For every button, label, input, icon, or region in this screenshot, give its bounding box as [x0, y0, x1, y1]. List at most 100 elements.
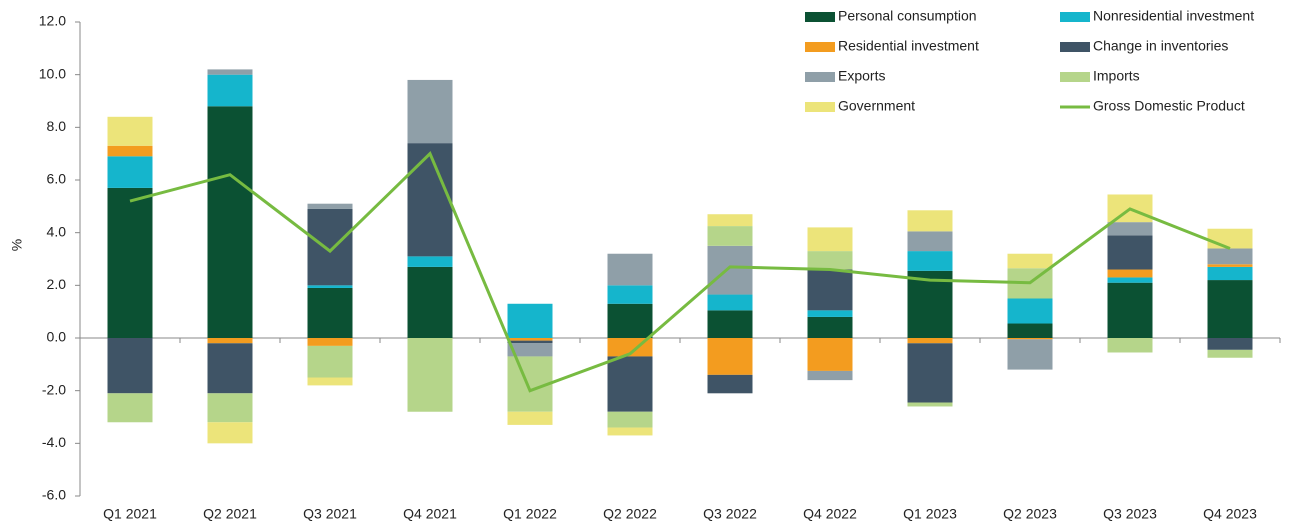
bar-segment: [307, 377, 353, 386]
bar-segment: [107, 338, 153, 394]
legend-swatch: [805, 42, 835, 52]
bar-segment: [1207, 264, 1253, 267]
bar-segment: [207, 106, 253, 339]
bar-segment: [1007, 253, 1053, 269]
bar-segment: [1107, 222, 1153, 236]
bar-segment: [1207, 338, 1253, 350]
bar-segment: [1007, 338, 1053, 340]
legend-label: Imports: [1093, 68, 1140, 84]
y-tick-label: 8.0: [47, 118, 67, 134]
bar-segment: [807, 370, 853, 381]
bar-segment: [607, 411, 653, 428]
bar-segment: [1107, 282, 1153, 338]
y-tick-label: 12.0: [39, 13, 66, 29]
bar-segment: [507, 303, 553, 338]
bar-segment: [607, 285, 653, 304]
legend-swatch: [1060, 42, 1090, 52]
x-tick-label: Q4 2021: [403, 506, 457, 522]
bar-segment: [1107, 235, 1153, 270]
bar-segment: [807, 269, 853, 311]
bar-segment: [807, 338, 853, 371]
bar-segment: [1107, 277, 1153, 283]
bar-segment: [207, 69, 253, 75]
bar-segment: [807, 310, 853, 317]
bar-segment: [1107, 269, 1153, 278]
bar-segment: [1207, 266, 1253, 281]
bar-segment: [507, 343, 553, 357]
bar-segment: [607, 427, 653, 436]
bar-segment: [907, 231, 953, 252]
bar-segment: [307, 203, 353, 209]
bar-segment: [907, 210, 953, 232]
bar-segment: [807, 251, 853, 270]
bar-segment: [707, 214, 753, 227]
x-tick-label: Q1 2023: [903, 506, 957, 522]
bar-segment: [307, 345, 353, 378]
x-tick-label: Q2 2021: [203, 506, 257, 522]
bar-segment: [1007, 323, 1053, 338]
legend-swatch: [805, 72, 835, 82]
y-tick-label: -2.0: [42, 381, 66, 397]
bar-segment: [507, 338, 553, 341]
bar-segment: [707, 374, 753, 394]
x-tick-label: Q3 2023: [1103, 506, 1157, 522]
legend-swatch: [805, 102, 835, 112]
bar-segment: [807, 316, 853, 338]
y-tick-label: 0.0: [47, 329, 67, 345]
bar-segment: [1207, 248, 1253, 265]
x-tick-label: Q1 2021: [103, 506, 157, 522]
bar-segment: [207, 338, 253, 344]
y-tick-label: -4.0: [42, 434, 66, 450]
bar-segment: [207, 422, 253, 444]
bar-segment: [407, 79, 453, 144]
bar-segment: [1107, 338, 1153, 353]
bar-segment: [307, 287, 353, 338]
legend-label: Change in inventories: [1093, 38, 1228, 54]
line-series: [129, 151, 1231, 393]
bar-segment: [607, 253, 653, 286]
y-tick-label: -6.0: [42, 487, 66, 503]
x-tick-label: Q3 2022: [703, 506, 757, 522]
bar-segment: [607, 356, 653, 412]
bar-segment: [407, 338, 453, 412]
legend-label: Personal consumption: [838, 8, 977, 24]
x-tick-label: Q4 2022: [803, 506, 857, 522]
bar-segment: [1207, 349, 1253, 358]
bar-segment: [707, 226, 753, 246]
bar-segment: [907, 343, 953, 403]
y-axis-label: %: [9, 239, 25, 251]
bar-segment: [1007, 298, 1053, 324]
legend-label: Nonresidential investment: [1093, 8, 1254, 24]
x-tick-label: Q1 2022: [503, 506, 557, 522]
bar-segment: [107, 116, 153, 146]
legend-label: Government: [838, 98, 915, 114]
bar-segment: [207, 74, 253, 107]
bar-segment: [507, 340, 553, 344]
bar-segment: [907, 402, 953, 407]
bar-segment: [1207, 228, 1253, 249]
legend-swatch: [1060, 12, 1090, 22]
bar-segment: [107, 156, 153, 188]
bar-segment: [407, 266, 453, 338]
bar-segment: [907, 251, 953, 271]
x-tick-label: Q2 2022: [603, 506, 657, 522]
bar-segment: [907, 338, 953, 344]
legend-swatch: [805, 12, 835, 22]
legend-label: Gross Domestic Product: [1093, 98, 1245, 114]
bar-segment: [307, 208, 353, 286]
y-tick-label: 6.0: [47, 171, 67, 187]
x-tick-label: Q3 2021: [303, 506, 357, 522]
legend-swatch: [1060, 72, 1090, 82]
legend-label: Exports: [838, 68, 885, 84]
bar-segment: [307, 338, 353, 346]
bar-segment: [707, 338, 753, 375]
bar-segment: [1207, 280, 1253, 338]
x-tick-label: Q2 2023: [1003, 506, 1057, 522]
bar-segment: [907, 270, 953, 338]
bar-segment: [207, 343, 253, 394]
bar-segment: [307, 285, 353, 288]
bar-segment: [207, 393, 253, 423]
bar-segment: [707, 310, 753, 338]
legend-label: Residential investment: [838, 38, 979, 54]
